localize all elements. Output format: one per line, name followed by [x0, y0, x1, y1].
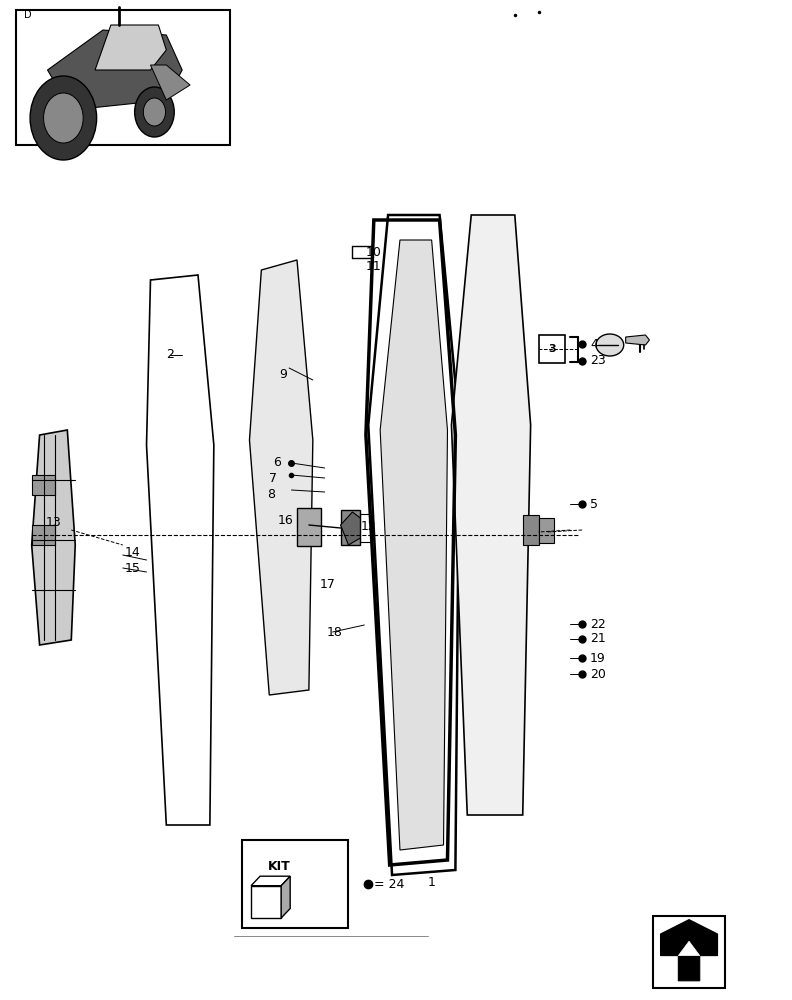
Bar — [360, 514, 372, 542]
Polygon shape — [451, 215, 531, 815]
Text: 7: 7 — [269, 472, 277, 485]
Text: 15: 15 — [124, 562, 140, 574]
Polygon shape — [150, 65, 190, 100]
Text: D: D — [24, 10, 32, 20]
Text: 4: 4 — [590, 338, 598, 351]
Text: 1: 1 — [428, 876, 436, 888]
Text: 22: 22 — [590, 617, 606, 631]
Bar — [32, 475, 55, 495]
Polygon shape — [678, 941, 699, 956]
Bar — [251, 886, 281, 918]
Text: 2: 2 — [166, 349, 174, 361]
Text: 3: 3 — [548, 344, 556, 354]
Text: 9: 9 — [279, 368, 287, 381]
Bar — [653, 916, 725, 988]
Bar — [297, 508, 321, 546]
Circle shape — [143, 98, 166, 126]
Bar — [523, 515, 539, 545]
Bar — [16, 10, 230, 145]
Polygon shape — [380, 240, 447, 850]
Text: 12: 12 — [360, 520, 376, 532]
Polygon shape — [251, 876, 290, 886]
Text: 16: 16 — [278, 514, 294, 526]
Text: 20: 20 — [590, 668, 606, 680]
Bar — [32, 525, 55, 545]
Bar — [539, 518, 554, 543]
Bar — [539, 335, 565, 363]
Polygon shape — [661, 920, 718, 981]
Text: = 24: = 24 — [374, 878, 404, 891]
Text: 21: 21 — [590, 633, 606, 646]
Text: 14: 14 — [124, 546, 140, 560]
Polygon shape — [281, 876, 290, 918]
Circle shape — [44, 93, 83, 143]
Polygon shape — [626, 335, 649, 345]
Text: 19: 19 — [590, 652, 606, 664]
Polygon shape — [249, 260, 313, 695]
Bar — [242, 840, 348, 928]
Text: 6: 6 — [273, 456, 281, 468]
Polygon shape — [341, 512, 360, 545]
Polygon shape — [147, 275, 214, 825]
Polygon shape — [48, 30, 182, 110]
Polygon shape — [95, 25, 166, 70]
Text: 23: 23 — [590, 355, 606, 367]
Text: 17: 17 — [319, 578, 335, 591]
Circle shape — [30, 76, 97, 160]
Polygon shape — [32, 430, 75, 645]
Text: 8: 8 — [268, 488, 276, 502]
Text: 10: 10 — [366, 245, 382, 258]
Ellipse shape — [596, 334, 624, 356]
Text: KIT: KIT — [268, 859, 291, 872]
Text: 18: 18 — [327, 626, 343, 640]
Text: 5: 5 — [590, 497, 598, 510]
Text: 13: 13 — [46, 516, 62, 528]
Polygon shape — [368, 215, 459, 875]
Circle shape — [135, 87, 174, 137]
Text: 11: 11 — [366, 260, 382, 273]
Bar — [341, 510, 360, 545]
